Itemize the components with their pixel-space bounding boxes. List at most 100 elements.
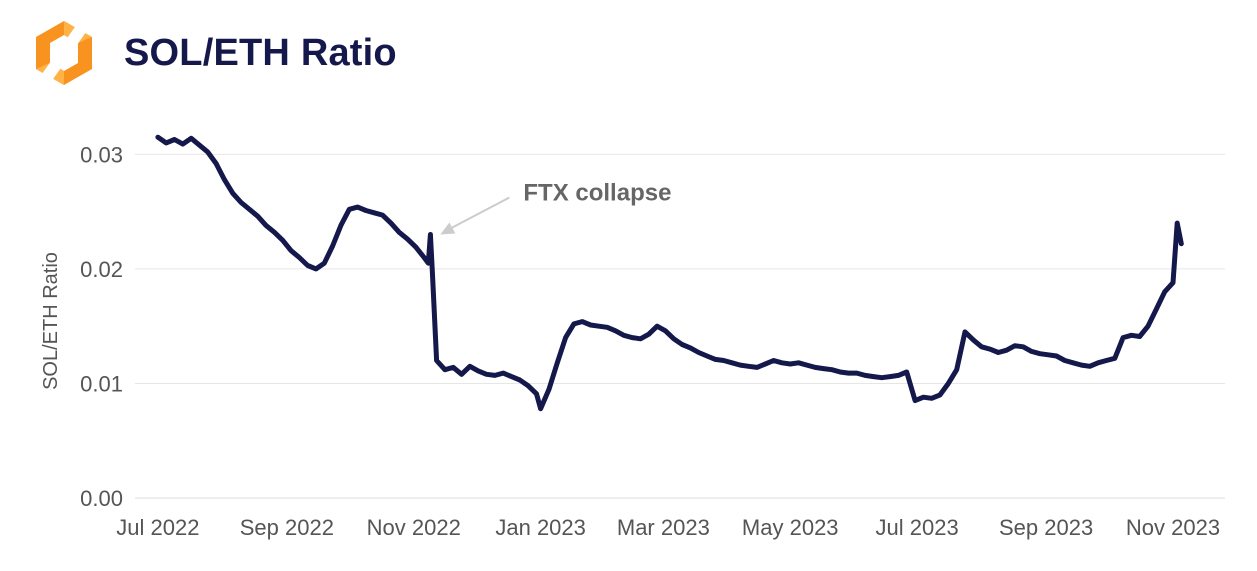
data-point: [413, 244, 418, 250]
data-point: [230, 191, 235, 196]
data-point: [1087, 364, 1093, 369]
data-point: [1054, 353, 1059, 359]
data-point: [555, 360, 560, 365]
data-point: [372, 210, 377, 215]
data-point: [571, 321, 577, 327]
annotation-arrow: [449, 196, 510, 230]
data-point: [1175, 220, 1180, 226]
data-point: [272, 230, 277, 235]
data-point: [363, 208, 369, 213]
data-point: [1129, 333, 1134, 338]
x-tick-label: Jul 2022: [116, 515, 199, 540]
axis-layer: 0.00 0.01 0.02 0.03 Jul 2022 Sep 2022 Nov 2022…: [40, 142, 1225, 540]
data-point: [347, 207, 352, 212]
series-layer: [155, 134, 1184, 412]
data-point: [155, 135, 161, 140]
data-point: [1070, 360, 1076, 365]
data-point: [1062, 358, 1068, 363]
y-tick-label: 0.00: [80, 486, 123, 511]
data-point: [563, 335, 568, 340]
data-point: [879, 375, 884, 380]
y-tick-label: 0.02: [80, 257, 123, 282]
data-point: [509, 374, 514, 379]
data-point: [1145, 324, 1151, 329]
data-point: [501, 370, 506, 376]
annotation-label: FTX collapse: [523, 180, 671, 207]
data-point: [1029, 349, 1034, 354]
data-point: [338, 223, 344, 228]
data-point: [937, 392, 943, 398]
data-point: [164, 140, 169, 146]
y-tick-label: 0.03: [80, 142, 123, 167]
data-point: [1112, 356, 1118, 361]
data-point: [1154, 306, 1159, 312]
data-point: [663, 328, 668, 333]
data-point: [713, 357, 718, 362]
data-point: [804, 362, 810, 368]
data-point: [476, 368, 481, 374]
data-point: [525, 383, 531, 388]
data-point: [1095, 360, 1101, 365]
data-point: [197, 143, 202, 148]
data-point: [696, 350, 701, 355]
data-point: [322, 261, 327, 266]
data-point: [746, 364, 751, 369]
data-point: [854, 370, 859, 376]
data-point: [428, 232, 433, 237]
data-point: [247, 207, 252, 212]
data-point: [305, 263, 310, 268]
data-point: [813, 365, 818, 370]
data-point: [996, 350, 1001, 355]
x-tick-label: May 2023: [742, 515, 839, 540]
data-point: [954, 367, 959, 372]
data-point: [904, 369, 909, 375]
annotation-arrowhead: [440, 222, 456, 235]
data-point: [1137, 334, 1142, 339]
data-point: [788, 361, 793, 367]
data-point: [430, 272, 435, 277]
data-point: [921, 395, 926, 400]
data-point: [987, 346, 993, 352]
logo-icon: [36, 20, 92, 86]
data-point: [763, 361, 768, 367]
x-tick-label: Sep 2022: [240, 515, 334, 540]
data-point: [297, 255, 302, 260]
data-point: [654, 324, 660, 329]
data-point: [838, 369, 843, 375]
series-line: [155, 134, 1184, 412]
x-tick-label: Mar 2023: [617, 515, 710, 540]
data-point: [534, 391, 539, 396]
data-point: [313, 266, 319, 272]
data-point: [912, 398, 918, 403]
data-point: [971, 337, 976, 343]
data-point: [1104, 358, 1109, 363]
data-point: [580, 319, 585, 324]
data-point: [238, 200, 244, 205]
data-point: [451, 365, 456, 370]
data-point: [180, 141, 185, 147]
data-point: [613, 328, 618, 333]
data-point: [1037, 351, 1043, 356]
x-tick-label: Sep 2023: [999, 515, 1093, 540]
data-point: [754, 365, 760, 370]
data-point: [172, 137, 177, 142]
header: SOL/ETH Ratio: [28, 18, 397, 88]
data-point: [213, 161, 219, 166]
data-point: [704, 353, 710, 359]
data-point: [1046, 352, 1051, 357]
data-point: [459, 372, 464, 377]
data-point: [887, 374, 893, 379]
data-point: [1021, 344, 1026, 349]
data-point: [1170, 280, 1176, 285]
data-point: [829, 367, 835, 372]
data-point: [467, 364, 473, 369]
data-point: [546, 387, 552, 392]
x-tick-label: Jul 2023: [876, 515, 959, 540]
data-point: [355, 204, 360, 210]
data-point: [771, 358, 776, 363]
data-point: [962, 329, 968, 335]
data-point: [1079, 362, 1084, 368]
data-point: [388, 220, 394, 226]
data-point: [979, 344, 984, 349]
